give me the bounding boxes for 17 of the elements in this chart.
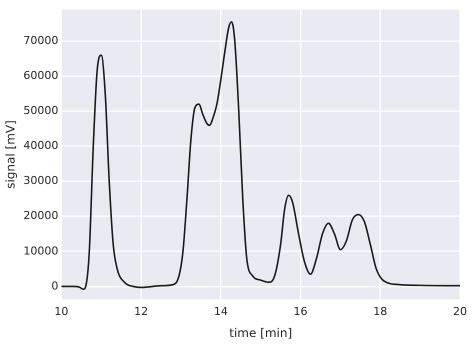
- x-tick-label: 18: [373, 304, 388, 318]
- y-axis-title: signal [mV]: [3, 120, 18, 189]
- y-tick-label: 60000: [23, 69, 58, 82]
- y-tick-label: 10000: [23, 244, 58, 258]
- x-tick-label: 10: [54, 304, 68, 318]
- y-tick-label: 0: [51, 279, 58, 292]
- y-tick-label: 30000: [23, 174, 58, 188]
- x-tick-label: 12: [134, 304, 148, 318]
- y-tick-label: 70000: [23, 34, 58, 47]
- y-tick-label: 50000: [23, 104, 58, 118]
- x-tick-label: 16: [294, 304, 308, 318]
- x-tick-label: 20: [453, 304, 467, 318]
- x-tick-label: 14: [214, 304, 228, 318]
- y-tick-label: 20000: [23, 209, 58, 222]
- line-series: [61, 21, 460, 290]
- y-tick-label: 40000: [23, 139, 58, 152]
- x-axis-title: time [min]: [229, 326, 292, 340]
